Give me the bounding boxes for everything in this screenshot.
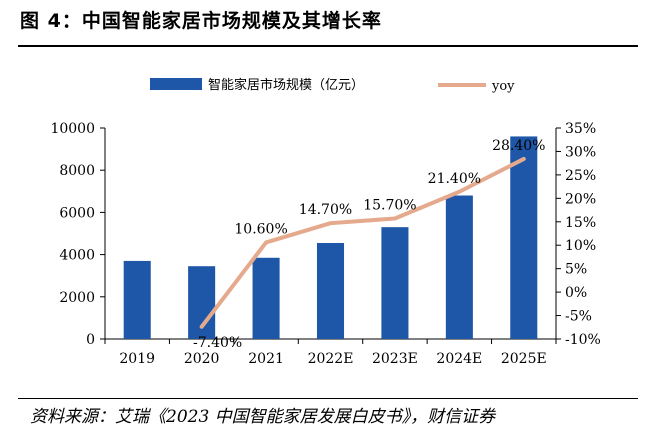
legend-line-label: yoy: [491, 79, 515, 94]
x-tick-label: 2020: [184, 351, 220, 367]
bar: [381, 227, 409, 339]
legend-bar-label: 智能家居市场规模（亿元）: [208, 77, 364, 93]
bar: [252, 257, 280, 339]
yoy-data-label: 28.40%: [492, 138, 545, 154]
y-right-tick-label: 0%: [565, 285, 587, 301]
y-left-tick-label: 10000: [50, 121, 95, 137]
y-left-tick-label: 6000: [59, 205, 95, 221]
bar-series: [123, 136, 538, 339]
yoy-data-label: 15.70%: [363, 197, 416, 213]
y-right-tick-label: 5%: [565, 262, 587, 278]
yoy-line: [199, 156, 526, 329]
y-right-tick-label: 10%: [565, 238, 596, 254]
y-right-tick-label: 35%: [565, 121, 596, 137]
y-right-tick-label: -10%: [565, 332, 601, 348]
bar: [316, 242, 345, 339]
bar: [445, 195, 473, 339]
yoy-data-label: -7.40%: [193, 335, 242, 351]
yoy-data-label: 14.70%: [299, 202, 352, 218]
y-right-tick-label: 25%: [565, 168, 596, 184]
chart-legend: 智能家居市场规模（亿元） yoy: [150, 77, 515, 94]
y-left-tick-label: 2000: [59, 290, 95, 306]
yoy-data-label: 10.60%: [234, 221, 287, 237]
x-tick-label: 2024E: [436, 351, 482, 367]
y-right-tick-label: 30%: [565, 144, 596, 160]
y-left-tick-label: 4000: [59, 248, 95, 264]
x-tick-label: 2021: [248, 351, 284, 367]
y-right-tick-label: -5%: [565, 309, 592, 325]
legend-bar-swatch: [150, 78, 202, 90]
y-left-tick-label: 0: [86, 332, 95, 348]
y-right-tick-label: 20%: [565, 191, 596, 207]
x-tick-label: 2019: [119, 351, 155, 367]
source-note: 资料来源：艾瑞《2023 中国智能家居发展白皮书》，财信证券: [30, 407, 496, 427]
yoy-data-label: 21.40%: [428, 171, 481, 187]
yoy-series: [199, 156, 526, 329]
title-rule: [18, 45, 638, 47]
x-tick-label: 2025E: [501, 351, 547, 367]
source-rule: [18, 398, 638, 399]
y-right-tick-label: 15%: [565, 215, 596, 231]
y-left-tick-label: 8000: [59, 163, 95, 179]
x-tick-label: 2023E: [372, 351, 418, 367]
figure-title: 图 4：中国智能家居市场规模及其增长率: [20, 10, 382, 32]
data-labels: -7.40% 10.60% 14.70% 15.70% 21.40% 28.40%: [193, 138, 545, 351]
bar: [123, 260, 151, 339]
x-tick-label: 2022E: [308, 351, 354, 367]
chart-axes: 0 2000 4000 6000 8000 10000 -10% -5% 0% 5% 10% 15% 2…: [50, 121, 600, 367]
bar: [510, 136, 538, 339]
